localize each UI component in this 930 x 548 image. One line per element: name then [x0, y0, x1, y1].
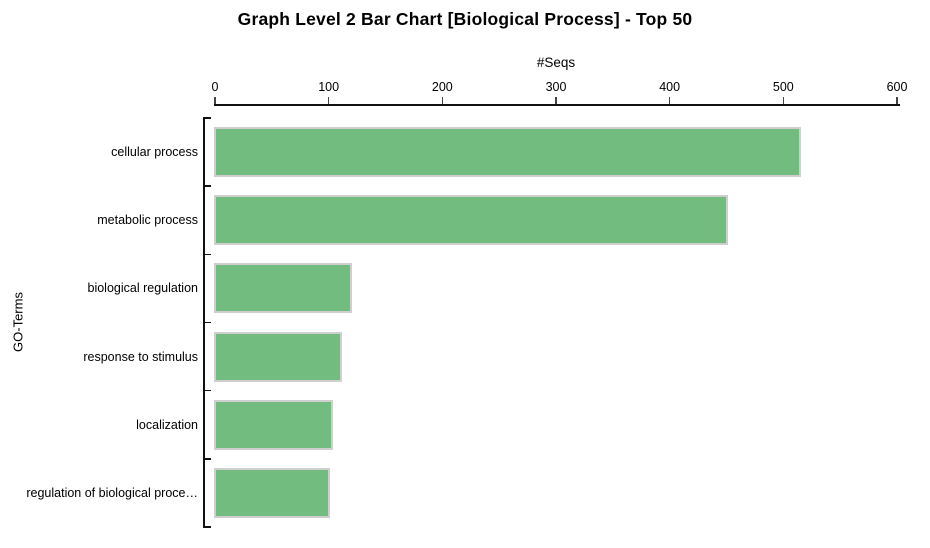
bar [214, 399, 334, 450]
x-tick-label: 300 [545, 80, 567, 94]
x-tick-label: 100 [318, 80, 340, 94]
chart-title: Graph Level 2 Bar Chart [Biological Proc… [237, 9, 693, 29]
y-tick-mark [203, 117, 211, 119]
bar [214, 263, 353, 314]
x-axis-label: #Seqs [536, 55, 576, 70]
x-axis-line [214, 104, 900, 106]
x-tick-label: 200 [431, 80, 453, 94]
category-label: localization [136, 417, 198, 432]
x-tick-mark [669, 97, 671, 104]
category-label: biological regulation [87, 281, 199, 296]
x-tick-label: 500 [772, 80, 794, 94]
y-tick-mark [203, 526, 211, 528]
x-tick-mark [555, 97, 557, 104]
x-tick-mark [896, 97, 898, 104]
x-tick-mark [214, 97, 216, 104]
category-label: metabolic process [97, 213, 198, 228]
category-label: regulation of biological proce… [26, 485, 198, 500]
y-tick-mark [203, 389, 211, 392]
bar [214, 127, 802, 178]
y-axis-label: GO-Terms [10, 292, 26, 352]
bar [214, 331, 343, 382]
y-tick-mark [203, 321, 211, 324]
y-tick-mark [203, 458, 211, 460]
x-tick-label: 400 [659, 80, 681, 94]
bar [214, 195, 728, 246]
x-tick-mark [328, 97, 330, 104]
category-label: response to stimulus [83, 349, 198, 364]
x-tick-label: 0 [211, 80, 219, 94]
bar [214, 467, 330, 518]
x-tick-mark [782, 97, 784, 104]
y-tick-mark [203, 253, 211, 256]
category-label: cellular process [111, 145, 198, 160]
y-tick-mark [203, 185, 211, 187]
x-tick-mark [441, 97, 443, 104]
x-tick-label: 600 [886, 80, 908, 94]
